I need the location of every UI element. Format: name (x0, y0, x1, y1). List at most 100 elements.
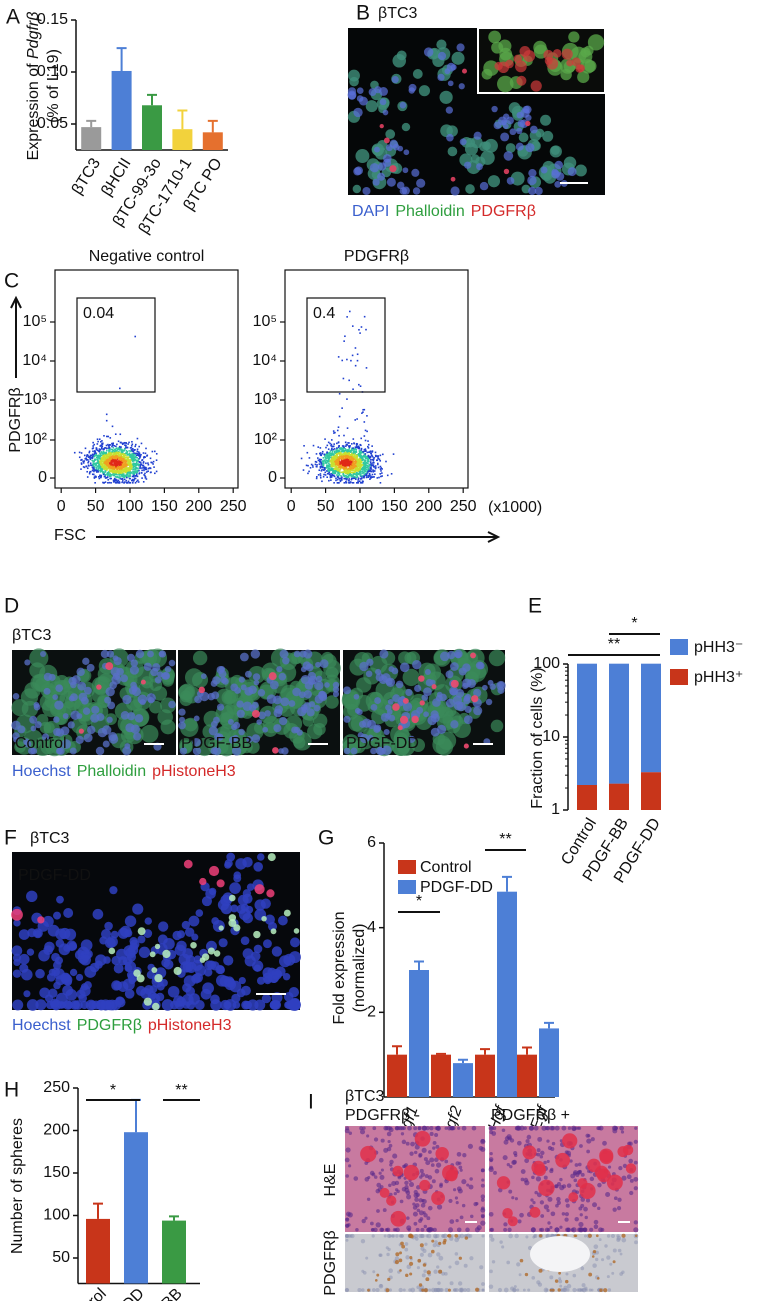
cell (510, 171, 525, 186)
cell (419, 1175, 423, 1179)
cell (446, 133, 454, 142)
event-dot (93, 470, 95, 473)
cell (530, 80, 542, 92)
event-dot (349, 474, 351, 477)
event-dot (92, 462, 94, 464)
event-dot (73, 451, 76, 454)
cell (551, 169, 560, 179)
cell (410, 1141, 415, 1147)
event-dot (352, 467, 354, 470)
event-dot (381, 475, 383, 477)
event-dot (347, 459, 350, 462)
event-dot (326, 476, 329, 479)
event-dot (319, 465, 322, 468)
event-dot (131, 450, 134, 452)
cell (373, 1137, 379, 1142)
cell (462, 1153, 467, 1158)
cell (361, 1218, 366, 1224)
event-dot (369, 469, 372, 472)
event-dot (360, 465, 363, 467)
event-dot (125, 442, 127, 444)
cell (480, 1183, 485, 1188)
legend-label: PDGF-DD (420, 879, 493, 896)
cell (432, 1141, 437, 1145)
event-dot (361, 458, 364, 460)
event-dot (99, 475, 101, 477)
cell (383, 728, 390, 736)
cell (157, 934, 168, 945)
event-dot (341, 476, 343, 479)
event-dot (125, 479, 128, 482)
event-dot (358, 451, 361, 454)
event-dot (326, 460, 329, 463)
event-dot (357, 465, 360, 467)
event-dot (328, 464, 331, 466)
cell (345, 1217, 350, 1222)
event-dot (367, 476, 369, 479)
event-dot (330, 469, 333, 472)
event-dot (130, 471, 132, 474)
event-dot (345, 450, 348, 453)
event-dot (89, 470, 92, 473)
event-dot (328, 451, 331, 454)
event-dot (355, 482, 358, 484)
cell (444, 1272, 448, 1276)
event-dot (95, 464, 97, 466)
event-dot (344, 466, 346, 469)
cell (354, 707, 361, 714)
cell (406, 1264, 412, 1270)
cell (402, 668, 420, 687)
event-dot (147, 462, 149, 464)
event-dot (115, 473, 118, 476)
event-dot (133, 470, 136, 473)
event-dot (108, 449, 111, 452)
cell (425, 678, 434, 687)
event-dot (357, 480, 359, 483)
event-dot (118, 455, 121, 457)
cell (515, 60, 527, 73)
event-dot (139, 464, 142, 466)
event-dot (346, 449, 348, 451)
cell (441, 1271, 446, 1276)
event-dot (98, 450, 101, 453)
cell (140, 724, 159, 743)
cell (242, 948, 254, 960)
cell (382, 1208, 387, 1212)
event-dot (362, 472, 365, 474)
cell (397, 725, 403, 731)
event-dot (369, 476, 372, 479)
event-dot (365, 472, 367, 475)
event-dot (117, 456, 119, 459)
event-dot (350, 452, 353, 455)
event-dot (328, 457, 331, 460)
event-dot (109, 462, 112, 465)
cell (253, 944, 263, 954)
event-dot (130, 447, 133, 449)
event-dot (101, 442, 104, 445)
cell (418, 1154, 422, 1158)
cell (114, 996, 126, 1008)
event-dot (369, 456, 372, 458)
cell (149, 993, 161, 1005)
event-dot (355, 474, 358, 477)
cell (449, 1219, 455, 1224)
event-dot (112, 464, 115, 466)
event-dot (374, 465, 377, 467)
cell (418, 1198, 423, 1203)
event-dot (96, 443, 99, 445)
event-dot (121, 461, 123, 464)
event-dot (330, 439, 333, 441)
event-dot (135, 454, 138, 457)
event-dot (111, 456, 113, 459)
cell (26, 999, 39, 1011)
cell (454, 1260, 460, 1266)
cell (272, 747, 279, 754)
event-dot (358, 457, 361, 460)
event-dot (361, 472, 363, 475)
event-dot (356, 457, 358, 460)
event-dot (96, 455, 98, 457)
cell (270, 928, 277, 935)
event-dot (345, 466, 348, 469)
cell (260, 898, 271, 909)
cell (396, 181, 405, 190)
